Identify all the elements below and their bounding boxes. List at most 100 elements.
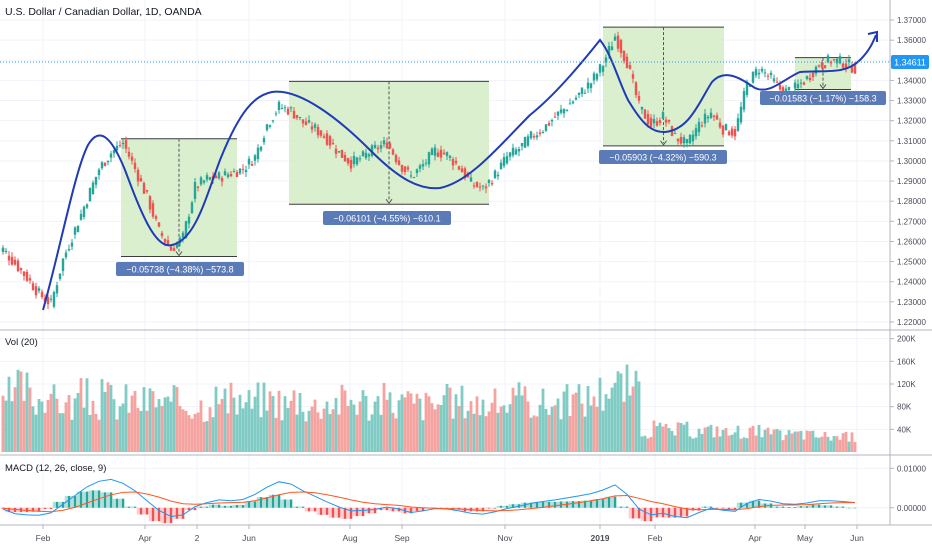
macd-axis[interactable]: 0.01000 0.00000 xyxy=(890,464,926,513)
volume-bar xyxy=(772,429,776,452)
volume-bar xyxy=(295,414,299,452)
volume-bar xyxy=(652,420,656,452)
candle-body xyxy=(502,157,506,166)
volume-bar xyxy=(211,417,215,452)
volume-bar xyxy=(643,435,647,452)
volume-bar xyxy=(664,423,668,452)
projection-curve-path[interactable] xyxy=(42,34,877,311)
projection-curve[interactable] xyxy=(42,30,878,311)
candle-body xyxy=(550,119,554,122)
volume-bar xyxy=(223,388,227,452)
volume-bar xyxy=(79,378,83,452)
candle-body xyxy=(640,106,644,110)
candle-body xyxy=(190,202,194,214)
macd-histogram-bar xyxy=(664,507,668,518)
candle-body xyxy=(760,68,764,72)
candle-body xyxy=(253,155,257,161)
macd-histogram-bar xyxy=(706,506,710,508)
candle-body xyxy=(661,111,665,119)
candle-body xyxy=(373,144,377,148)
macd-histogram-bar xyxy=(136,507,140,515)
range-measurements[interactable] xyxy=(121,26,851,258)
volume-bar xyxy=(391,412,395,452)
candle-body xyxy=(568,103,572,105)
volume-bar xyxy=(229,382,233,452)
candle-body xyxy=(223,171,227,176)
time-axis[interactable]: Feb Apr 2 Jun Aug Sep Nov 2019 Feb Apr May Jun xyxy=(36,525,864,543)
volume-tick-label: 200K xyxy=(897,335,916,344)
range-box[interactable] xyxy=(603,27,724,146)
macd-histogram-bar xyxy=(379,507,383,511)
volume-bar xyxy=(520,395,524,452)
candle-body xyxy=(61,258,65,271)
volume-bar xyxy=(397,400,401,452)
volume-bar xyxy=(244,402,248,452)
volume-bar xyxy=(748,427,752,452)
candle-body xyxy=(58,273,62,279)
volume-bar xyxy=(760,437,764,452)
macd-histogram-bar xyxy=(661,507,665,518)
volume-bar xyxy=(157,399,161,452)
candle-body xyxy=(70,242,74,247)
volume-bar xyxy=(610,387,614,452)
range-label-bg xyxy=(116,262,244,276)
candle-body xyxy=(763,72,767,74)
candle-body xyxy=(673,132,677,134)
volume-bar xyxy=(472,413,476,452)
volume-bar xyxy=(313,399,317,452)
macd-histogram-bar xyxy=(286,499,290,508)
macd-histogram-bar xyxy=(325,507,329,515)
volume-bar xyxy=(556,398,560,452)
volume-bar xyxy=(226,413,230,452)
volume-bar xyxy=(469,401,473,452)
macd-histogram-bar xyxy=(850,507,854,509)
candle-body xyxy=(733,129,737,137)
candle-body xyxy=(772,78,776,82)
macd-histogram-bar xyxy=(511,504,515,508)
range-box[interactable] xyxy=(121,138,237,257)
candle-body xyxy=(274,113,278,115)
volume-bar xyxy=(91,400,95,452)
volume-bar xyxy=(574,392,578,452)
candle-body xyxy=(814,66,818,74)
macd-histogram-bar xyxy=(829,505,833,508)
macd-histogram-bar xyxy=(718,507,722,509)
volume-bar xyxy=(55,398,59,452)
macd-histogram-bar xyxy=(268,494,272,508)
candle-body xyxy=(157,222,161,227)
candle-body xyxy=(334,148,338,154)
candle-body xyxy=(748,85,752,87)
time-tick-label: Sep xyxy=(394,533,409,543)
macd-histogram-bar xyxy=(118,498,122,508)
candle-body xyxy=(130,156,134,161)
candle-body xyxy=(463,168,467,179)
range-arrow xyxy=(660,140,667,146)
candle-body xyxy=(736,118,740,131)
volume-bar xyxy=(58,413,62,452)
candle-body xyxy=(82,206,86,217)
candle-body xyxy=(241,168,245,170)
volume-bar xyxy=(307,410,311,452)
volume-bar xyxy=(361,390,365,452)
volume-bar xyxy=(259,417,263,452)
range-arrow xyxy=(385,198,393,205)
macd-histogram-bar xyxy=(391,507,395,512)
macd-histogram-bar xyxy=(256,497,260,508)
volume-bar xyxy=(484,416,488,452)
macd-histogram-bar xyxy=(622,506,626,508)
macd-histogram-bar xyxy=(754,500,758,508)
volume-bar xyxy=(832,436,836,452)
volume-bar xyxy=(82,407,86,452)
macd-histogram-bar xyxy=(676,507,680,517)
volume-axis[interactable]: 200K 160K 120K 80K 40K xyxy=(890,335,916,435)
volume-tick-label: 80K xyxy=(897,403,912,412)
volume-bar xyxy=(457,405,461,452)
macd-histogram-bar xyxy=(235,505,239,508)
candle-body xyxy=(298,116,302,118)
candle-body xyxy=(844,63,848,68)
macd-histogram-bar xyxy=(487,507,491,509)
volume-bar xyxy=(115,419,119,452)
volume-bar xyxy=(145,410,149,452)
candle-body xyxy=(529,131,533,139)
